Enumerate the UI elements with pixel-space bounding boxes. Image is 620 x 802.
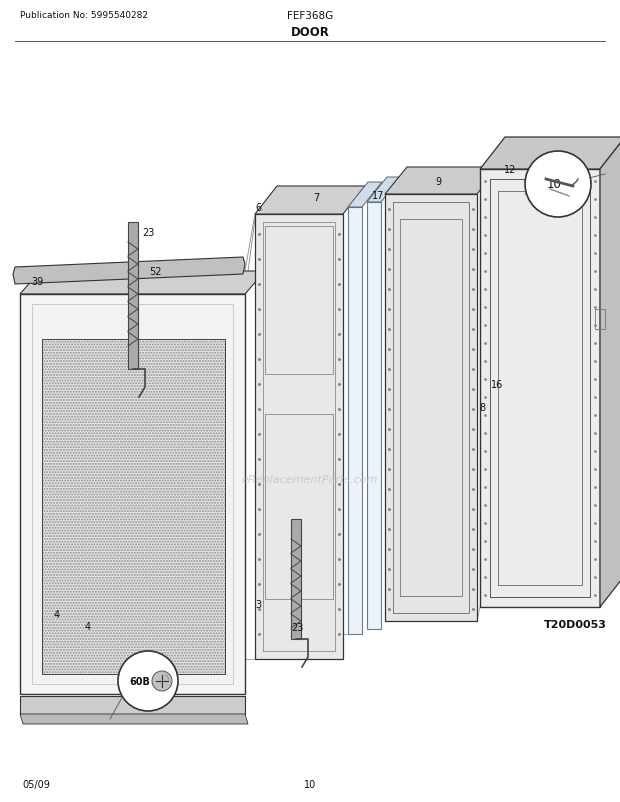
Polygon shape [291, 520, 301, 639]
Polygon shape [367, 203, 381, 630]
Text: Publication No: 5995540282: Publication No: 5995540282 [20, 11, 148, 21]
Text: 4: 4 [85, 622, 91, 631]
Text: 17: 17 [372, 191, 384, 200]
Polygon shape [600, 138, 620, 607]
Polygon shape [20, 696, 245, 714]
Polygon shape [480, 170, 600, 607]
Text: 23: 23 [142, 228, 154, 237]
Text: 16: 16 [491, 379, 503, 390]
Polygon shape [13, 257, 245, 285]
Polygon shape [128, 223, 138, 370]
Text: 10: 10 [547, 178, 562, 191]
Text: 8: 8 [479, 403, 485, 412]
Polygon shape [367, 178, 401, 203]
Text: 60B: 60B [130, 676, 151, 687]
Text: 05/09: 05/09 [22, 779, 50, 789]
Circle shape [152, 671, 172, 691]
Polygon shape [20, 272, 265, 294]
Text: 10: 10 [304, 779, 316, 789]
Text: 3: 3 [255, 599, 261, 610]
Circle shape [118, 651, 178, 711]
Polygon shape [385, 168, 499, 195]
Polygon shape [348, 183, 382, 208]
Polygon shape [385, 195, 477, 622]
Text: T20D0053: T20D0053 [544, 619, 606, 630]
Text: 12: 12 [504, 164, 516, 175]
Polygon shape [255, 187, 365, 215]
Polygon shape [480, 138, 620, 170]
Text: 39: 39 [31, 277, 43, 286]
Circle shape [525, 152, 591, 217]
Text: 7: 7 [313, 192, 319, 203]
Text: eReplacementParts.com: eReplacementParts.com [242, 475, 378, 484]
Text: 52: 52 [149, 267, 161, 277]
Text: 9: 9 [435, 176, 441, 187]
Text: 23: 23 [291, 622, 303, 632]
Polygon shape [42, 339, 225, 674]
Polygon shape [20, 714, 248, 724]
Text: 4: 4 [54, 610, 60, 619]
Text: FEF368G: FEF368G [287, 11, 333, 21]
Polygon shape [20, 294, 245, 695]
Polygon shape [255, 215, 343, 659]
Polygon shape [32, 305, 233, 684]
Text: 6: 6 [255, 203, 261, 213]
Polygon shape [348, 208, 362, 634]
Text: DOOR: DOOR [291, 26, 329, 38]
